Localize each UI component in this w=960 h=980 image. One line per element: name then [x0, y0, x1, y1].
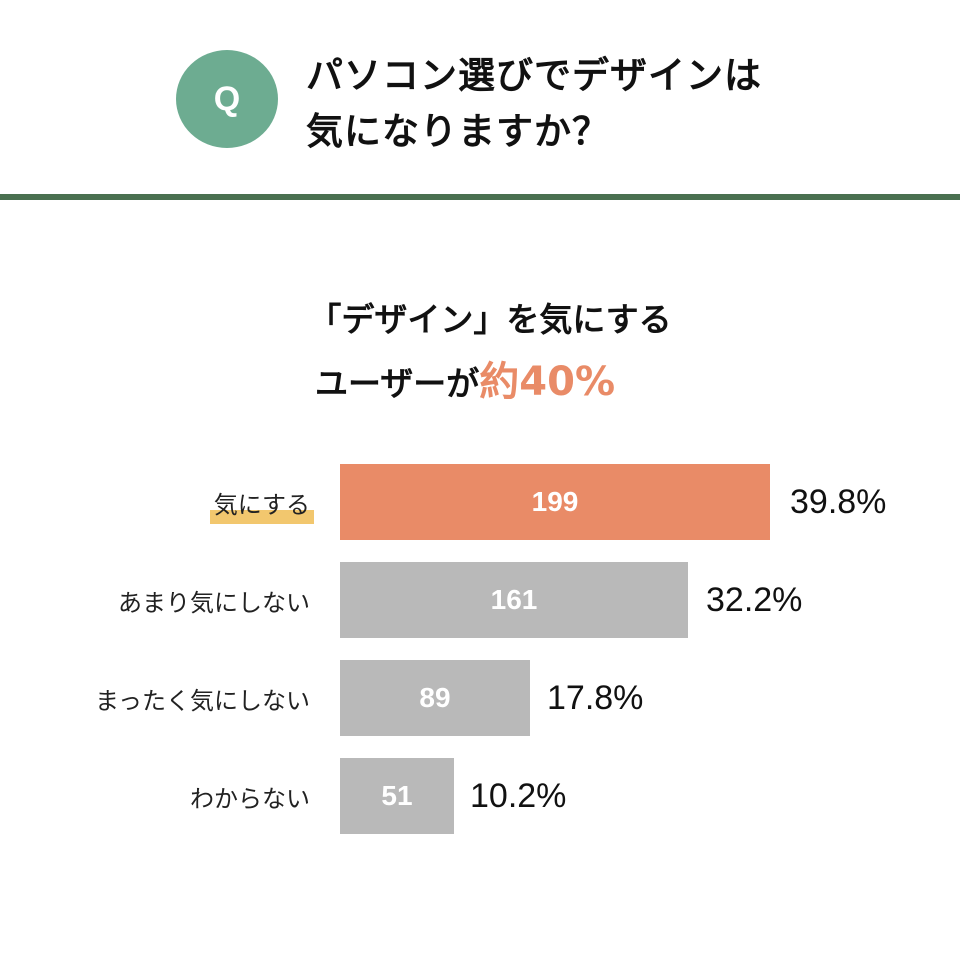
- row-label: あまり気にしない: [118, 562, 310, 638]
- headline-accent-value: 約40%: [479, 359, 616, 405]
- row-label-text: まったく気にしない: [94, 686, 310, 715]
- question-header: Q パソコン選びでデザインは 気になりますか？: [0, 0, 960, 194]
- bar-percentage: 17.8%: [547, 678, 644, 717]
- bar-percentage: 39.8%: [790, 482, 887, 521]
- bar-count: 199: [531, 486, 579, 517]
- question-title-line2: 気になりますか？: [306, 110, 610, 153]
- bar: 89: [340, 660, 530, 736]
- bar: 161: [340, 562, 688, 638]
- headline-line2: ユーザーが約40%: [0, 352, 960, 414]
- result-headline: 「デザイン」を気にする ユーザーが約40%: [0, 296, 960, 414]
- bar: 199: [340, 464, 770, 540]
- bar-count: 89: [419, 682, 451, 713]
- header-divider: [0, 194, 960, 200]
- row-label-text: あまり気にしない: [118, 588, 310, 617]
- headline-line1: 「デザイン」を気にする: [308, 300, 672, 339]
- bar-percentage: 10.2%: [470, 776, 567, 815]
- row-label: わからない: [190, 758, 310, 834]
- chart-row: まったく気にしない 89 17.8%: [0, 660, 960, 736]
- question-title: パソコン選びでデザインは 気になりますか？: [306, 48, 762, 160]
- question-badge: Q: [176, 50, 278, 148]
- row-label-text: わからない: [190, 784, 310, 813]
- headline-line2-prefix: ユーザーが: [314, 364, 480, 403]
- row-label: まったく気にしない: [95, 660, 310, 736]
- question-title-line1: パソコン選びでデザインは: [306, 54, 762, 97]
- bar-count: 51: [381, 780, 413, 811]
- chart-row: わからない 51 10.2%: [0, 758, 960, 834]
- question-badge-letter: Q: [213, 80, 241, 118]
- bar-percentage: 32.2%: [706, 580, 803, 619]
- bar: 51: [340, 758, 454, 834]
- chart-row: あまり気にしない 161 32.2%: [0, 562, 960, 638]
- row-label: 気にする: [209, 464, 315, 540]
- bar-count: 161: [490, 584, 538, 615]
- row-label-text: 気にする: [209, 485, 315, 524]
- chart-row: 気にする 199 39.8%: [0, 464, 960, 540]
